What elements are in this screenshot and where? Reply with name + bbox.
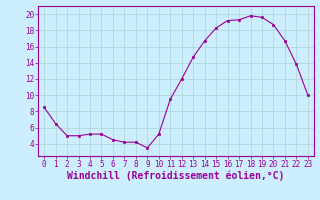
X-axis label: Windchill (Refroidissement éolien,°C): Windchill (Refroidissement éolien,°C) xyxy=(67,171,285,181)
